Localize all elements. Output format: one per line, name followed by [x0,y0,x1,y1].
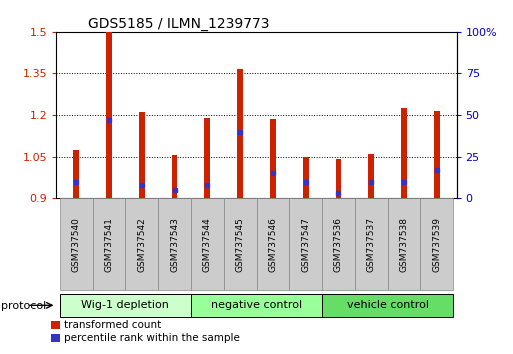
Legend: transformed count, percentile rank within the sample: transformed count, percentile rank withi… [51,320,240,343]
Text: GSM737542: GSM737542 [137,217,146,272]
Text: vehicle control: vehicle control [347,300,429,310]
Bar [125,198,158,290]
Text: GSM737536: GSM737536 [334,217,343,272]
Text: GSM737545: GSM737545 [235,217,245,272]
Bar [73,150,79,198]
Bar [60,294,191,317]
Bar [204,118,210,198]
Bar [158,198,191,290]
Bar [270,119,276,198]
Bar [106,32,112,198]
Text: protocol: protocol [1,301,46,310]
Bar [237,69,243,198]
Text: GSM737547: GSM737547 [301,217,310,272]
Text: negative control: negative control [211,300,302,310]
Bar [322,198,355,290]
Bar [191,294,322,317]
Text: GSM737540: GSM737540 [72,217,81,272]
Bar [191,198,224,290]
Text: GDS5185 / ILMN_1239773: GDS5185 / ILMN_1239773 [88,17,270,31]
Bar [368,154,374,198]
Text: GSM737544: GSM737544 [203,217,212,272]
Bar [322,294,453,317]
Bar [421,198,453,290]
Bar [256,198,289,290]
Bar [224,198,256,290]
Text: GSM737543: GSM737543 [170,217,179,272]
Text: GSM737538: GSM737538 [400,217,408,272]
Text: GSM737541: GSM737541 [105,217,113,272]
Bar [60,198,92,290]
Bar [355,198,388,290]
Bar [289,198,322,290]
Bar [336,159,342,198]
Text: GSM737537: GSM737537 [367,217,376,272]
Bar [303,156,309,198]
Bar [401,108,407,198]
Text: Wig-1 depletion: Wig-1 depletion [82,300,169,310]
Bar [139,112,145,198]
Bar [171,155,177,198]
Bar [92,198,125,290]
Bar [388,198,421,290]
Bar [434,111,440,198]
Text: GSM737546: GSM737546 [268,217,278,272]
Text: GSM737539: GSM737539 [432,217,441,272]
